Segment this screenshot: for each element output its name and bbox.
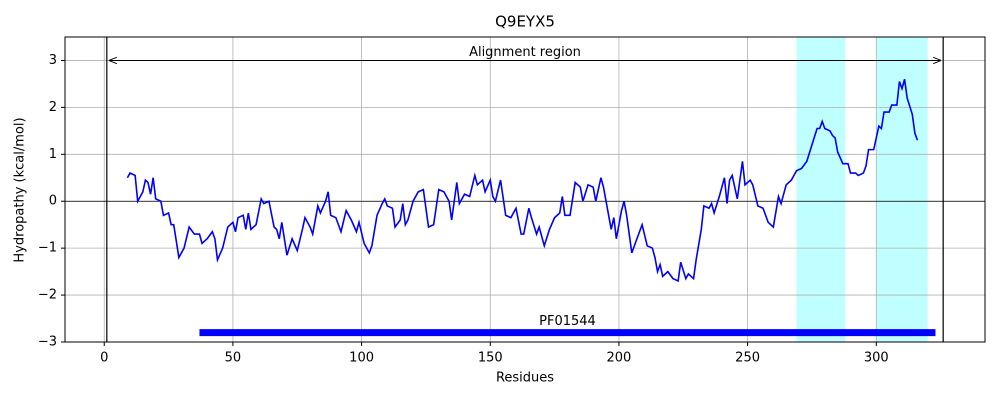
x-tick-label: 50 (225, 351, 242, 366)
hydropathy-line (126, 79, 919, 283)
y-tick-label: 0 (49, 194, 57, 209)
y-tick-label: 1 (49, 147, 57, 162)
x-tick-label: 150 (478, 351, 503, 366)
y-tick-label: −2 (38, 288, 57, 303)
x-tick-label: 300 (864, 351, 889, 366)
highlight-region (796, 37, 846, 342)
y-tick-label: 2 (49, 100, 57, 115)
y-tick-label: 3 (49, 53, 57, 68)
highlight-region (876, 37, 928, 342)
x-axis-label: Residues (496, 371, 554, 386)
chart-title: Q9EYX5 (495, 13, 555, 31)
alignment-label: Alignment region (469, 45, 581, 60)
plot-frame (64, 36, 986, 343)
y-tick-label: −1 (38, 241, 57, 256)
x-tick-label: 250 (735, 351, 760, 366)
x-tick-label: 100 (349, 351, 374, 366)
y-tick-label: −3 (38, 335, 57, 350)
domain-label: PF01544 (539, 314, 596, 329)
y-axis-label: Hydropathy (kcal/mol) (13, 117, 28, 262)
x-tick-label: 0 (100, 351, 108, 366)
x-tick-label: 200 (607, 351, 632, 366)
